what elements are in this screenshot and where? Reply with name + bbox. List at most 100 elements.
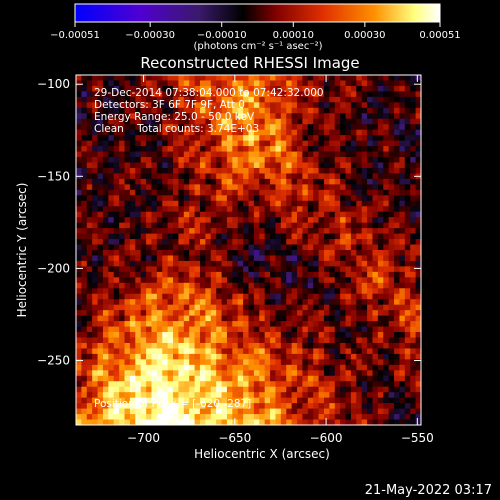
heatmap-cell (81, 386, 88, 393)
heatmap-cell (297, 217, 304, 224)
heatmap-cell (340, 375, 347, 382)
heatmap-cell (151, 162, 158, 169)
heatmap-cell (410, 370, 417, 377)
heatmap-cell (183, 315, 190, 322)
heatmap-cell (226, 392, 233, 399)
heatmap-cell (313, 228, 320, 235)
heatmap-cell (264, 200, 271, 207)
heatmap-cell (226, 206, 233, 213)
heatmap-cell (194, 228, 201, 235)
heatmap-cell (173, 414, 180, 421)
heatmap-cell (162, 173, 169, 180)
heatmap-cell (167, 414, 174, 421)
heatmap-cell (156, 118, 163, 125)
heatmap-cell (124, 260, 131, 268)
heatmap-cell (404, 102, 411, 109)
heatmap-cell (183, 353, 190, 360)
heatmap-cell (377, 277, 384, 284)
heatmap-cell (399, 184, 406, 191)
heatmap-cell (302, 321, 309, 328)
heatmap-cell (313, 342, 320, 350)
heatmap-cell (124, 151, 131, 158)
heatmap-cell (205, 107, 212, 114)
heatmap-cell (394, 151, 401, 158)
heatmap-cell (383, 85, 390, 93)
heatmap-cell (221, 206, 228, 213)
heatmap-cell (350, 206, 357, 213)
heatmap-cell (237, 359, 244, 366)
heatmap-cell (253, 91, 260, 98)
heatmap-cell (275, 124, 282, 131)
heatmap-cell (264, 321, 271, 328)
heatmap-cell (302, 162, 309, 169)
heatmap-cell (264, 403, 271, 410)
heatmap-cell (199, 375, 206, 382)
heatmap-cell (140, 85, 147, 93)
heatmap-cell (345, 239, 352, 246)
heatmap-cell (243, 157, 250, 164)
heatmap-cell (340, 124, 347, 131)
heatmap-cell (119, 157, 126, 164)
heatmap-cell (323, 75, 330, 82)
heatmap-cell (248, 392, 255, 399)
heatmap-cell (178, 75, 185, 82)
heatmap-cell (367, 217, 374, 224)
heatmap-cell (356, 96, 363, 103)
heatmap-cell (151, 348, 158, 355)
heatmap-cell (81, 173, 88, 180)
heatmap-cell (329, 353, 336, 360)
heatmap-cell (356, 255, 363, 262)
heatmap-cell (297, 239, 304, 246)
heatmap-cell (286, 91, 293, 98)
heatmap-cell (119, 189, 126, 196)
heatmap-cell (199, 255, 206, 262)
heatmap-cell (329, 310, 336, 317)
heatmap-cell (108, 299, 115, 306)
heatmap-cell (410, 288, 417, 295)
heatmap-cell (259, 228, 266, 235)
heatmap-cell (329, 195, 336, 202)
heatmap-cell (113, 260, 120, 268)
heatmap-cell (415, 228, 421, 235)
heatmap-cell (102, 277, 109, 284)
heatmap-cell (156, 211, 163, 218)
heatmap-cell (410, 403, 417, 410)
heatmap-cell (248, 151, 255, 158)
heatmap-cell (259, 222, 266, 229)
heatmap-cell (253, 370, 260, 377)
heatmap-cell (318, 107, 325, 114)
heatmap-cell (307, 102, 314, 109)
heatmap-cell (356, 277, 363, 284)
heatmap-cell (86, 370, 93, 377)
heatmap-cell (313, 353, 320, 360)
heatmap-cell (102, 332, 109, 339)
heatmap-cell (119, 266, 126, 273)
heatmap-cell (162, 91, 169, 98)
heatmap-cell (194, 255, 201, 262)
heatmap-cell (146, 113, 153, 120)
heatmap-cell (232, 80, 239, 87)
heatmap-cell (323, 173, 330, 180)
heatmap-cell (259, 414, 266, 421)
heatmap-cell (86, 381, 93, 388)
heatmap-cell (367, 414, 374, 421)
heatmap-cell (146, 299, 153, 306)
heatmap-cell (323, 359, 330, 366)
heatmap-cell (329, 167, 336, 175)
heatmap-cell (280, 282, 287, 289)
heatmap-cell (124, 332, 131, 339)
heatmap-cell (307, 260, 314, 268)
heatmap-cell (302, 375, 309, 382)
heatmap-cell (226, 348, 233, 355)
heatmap-cell (108, 217, 115, 224)
heatmap-cell (313, 403, 320, 410)
heatmap-cell (189, 397, 196, 404)
heatmap-cell (329, 222, 336, 229)
heatmap-cell (226, 408, 233, 415)
heatmap-cell (361, 419, 368, 425)
heatmap-cell (221, 129, 228, 136)
heatmap-cell (156, 397, 163, 404)
heatmap-cell (377, 332, 384, 339)
heatmap-cell (264, 348, 271, 355)
heatmap-cell (399, 75, 406, 82)
